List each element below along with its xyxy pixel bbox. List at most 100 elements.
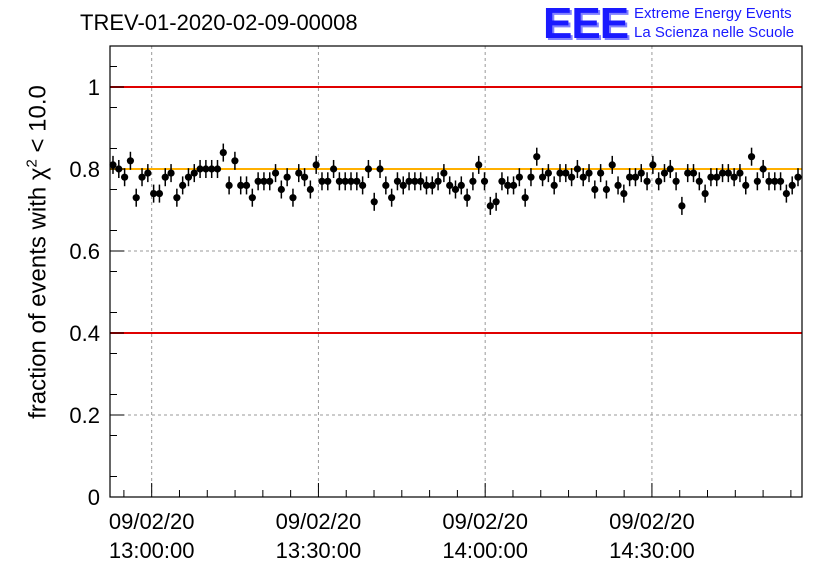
data-point (329, 165, 338, 173)
data-point (736, 169, 744, 177)
data-point (655, 177, 663, 185)
plot-area (110, 46, 802, 497)
x-tick-label-date: 09/02/20 (109, 509, 195, 534)
data-point (533, 153, 541, 161)
data-point (724, 169, 732, 177)
data-point (312, 161, 320, 169)
data-point (155, 190, 164, 198)
data-point (747, 153, 756, 161)
y-tick-label: 0.2 (69, 403, 100, 428)
data-point (620, 190, 628, 198)
data-point (498, 177, 506, 185)
data-point (347, 177, 355, 185)
data-point (231, 157, 239, 165)
data-point (405, 177, 413, 185)
chart-title: TREV-01-2020-02-09-00008 (80, 10, 358, 35)
data-point (260, 177, 268, 185)
data-point (515, 173, 523, 181)
y-axis-label-sup: 2 (23, 159, 41, 168)
data-point (451, 185, 460, 194)
data-point (144, 169, 152, 177)
eee-logo: EEE Extreme Energy Events La Scienza nel… (543, 2, 794, 46)
data-point (446, 181, 454, 189)
data-point (678, 202, 686, 210)
data-point (248, 194, 256, 202)
y-tick-label: 0.4 (69, 321, 100, 346)
y-tick-label: 0.8 (69, 157, 100, 182)
data-point (184, 173, 193, 181)
data-point (597, 169, 605, 177)
x-tick-label-time: 13:00:00 (109, 538, 195, 563)
data-point (579, 173, 587, 181)
data-point (237, 181, 245, 189)
data-point (289, 194, 297, 202)
data-point (765, 177, 773, 185)
data-point (713, 173, 721, 181)
data-point (382, 181, 390, 189)
data-point (440, 169, 448, 177)
data-point (202, 165, 210, 173)
data-point (730, 173, 738, 181)
y-tick-label: 1 (88, 75, 100, 100)
y-tick-label: 0.6 (69, 239, 100, 264)
data-point (509, 181, 518, 189)
x-tick-label-time: 13:30:00 (276, 538, 362, 563)
data-point (672, 177, 680, 185)
data-point (631, 173, 640, 181)
data-point (643, 177, 651, 185)
y-tick-label: 0 (88, 485, 100, 510)
data-point (562, 169, 570, 177)
data-point (254, 177, 262, 185)
logo-line-2: La Scienza nelle Scuole (634, 24, 795, 41)
data-point (568, 173, 576, 181)
data-point (242, 181, 251, 189)
data-point (660, 169, 669, 177)
data-point (544, 169, 552, 177)
data-point (150, 190, 158, 198)
data-point (161, 173, 169, 181)
data-point (480, 177, 489, 185)
data-point (718, 169, 727, 177)
data-point (422, 181, 431, 189)
data-point (701, 190, 709, 198)
data-point (283, 173, 291, 181)
data-point (707, 173, 715, 181)
data-point (173, 194, 181, 202)
data-point (167, 169, 175, 177)
data-point (295, 169, 303, 177)
data-point (196, 165, 204, 173)
data-point (538, 173, 547, 181)
data-point (689, 169, 698, 177)
y-axis-label: fraction of events with χ2 < 10.0 (24, 85, 53, 419)
data-point (614, 181, 622, 189)
data-point (271, 169, 280, 177)
eee-logo-text: Extreme Energy Events La Scienza nelle S… (634, 4, 794, 42)
data-point (341, 177, 349, 185)
data-point (335, 177, 343, 185)
data-point (417, 177, 425, 185)
x-tick-label-date: 09/02/20 (276, 509, 362, 534)
data-point (463, 194, 471, 202)
data-point (399, 181, 407, 189)
data-point (573, 165, 582, 173)
data-point (208, 165, 216, 173)
y-axis-label-prefix: fraction of events with χ (24, 167, 52, 419)
data-point (556, 169, 564, 177)
data-point (266, 177, 274, 185)
data-point (428, 181, 436, 189)
data-point (393, 177, 402, 185)
data-point (753, 177, 761, 185)
data-point (370, 198, 378, 206)
data-point (486, 202, 494, 210)
data-point (132, 194, 140, 202)
x-tick-label-time: 14:00:00 (442, 538, 528, 563)
data-point (666, 165, 674, 173)
x-tick-label-date: 09/02/20 (609, 509, 695, 534)
x-tick-label-time: 14:30:00 (609, 538, 695, 563)
data-point (695, 177, 703, 185)
eee-logo-mark: EEE (543, 0, 629, 48)
data-point (318, 177, 326, 185)
data-point (359, 181, 367, 189)
data-point (121, 173, 129, 181)
